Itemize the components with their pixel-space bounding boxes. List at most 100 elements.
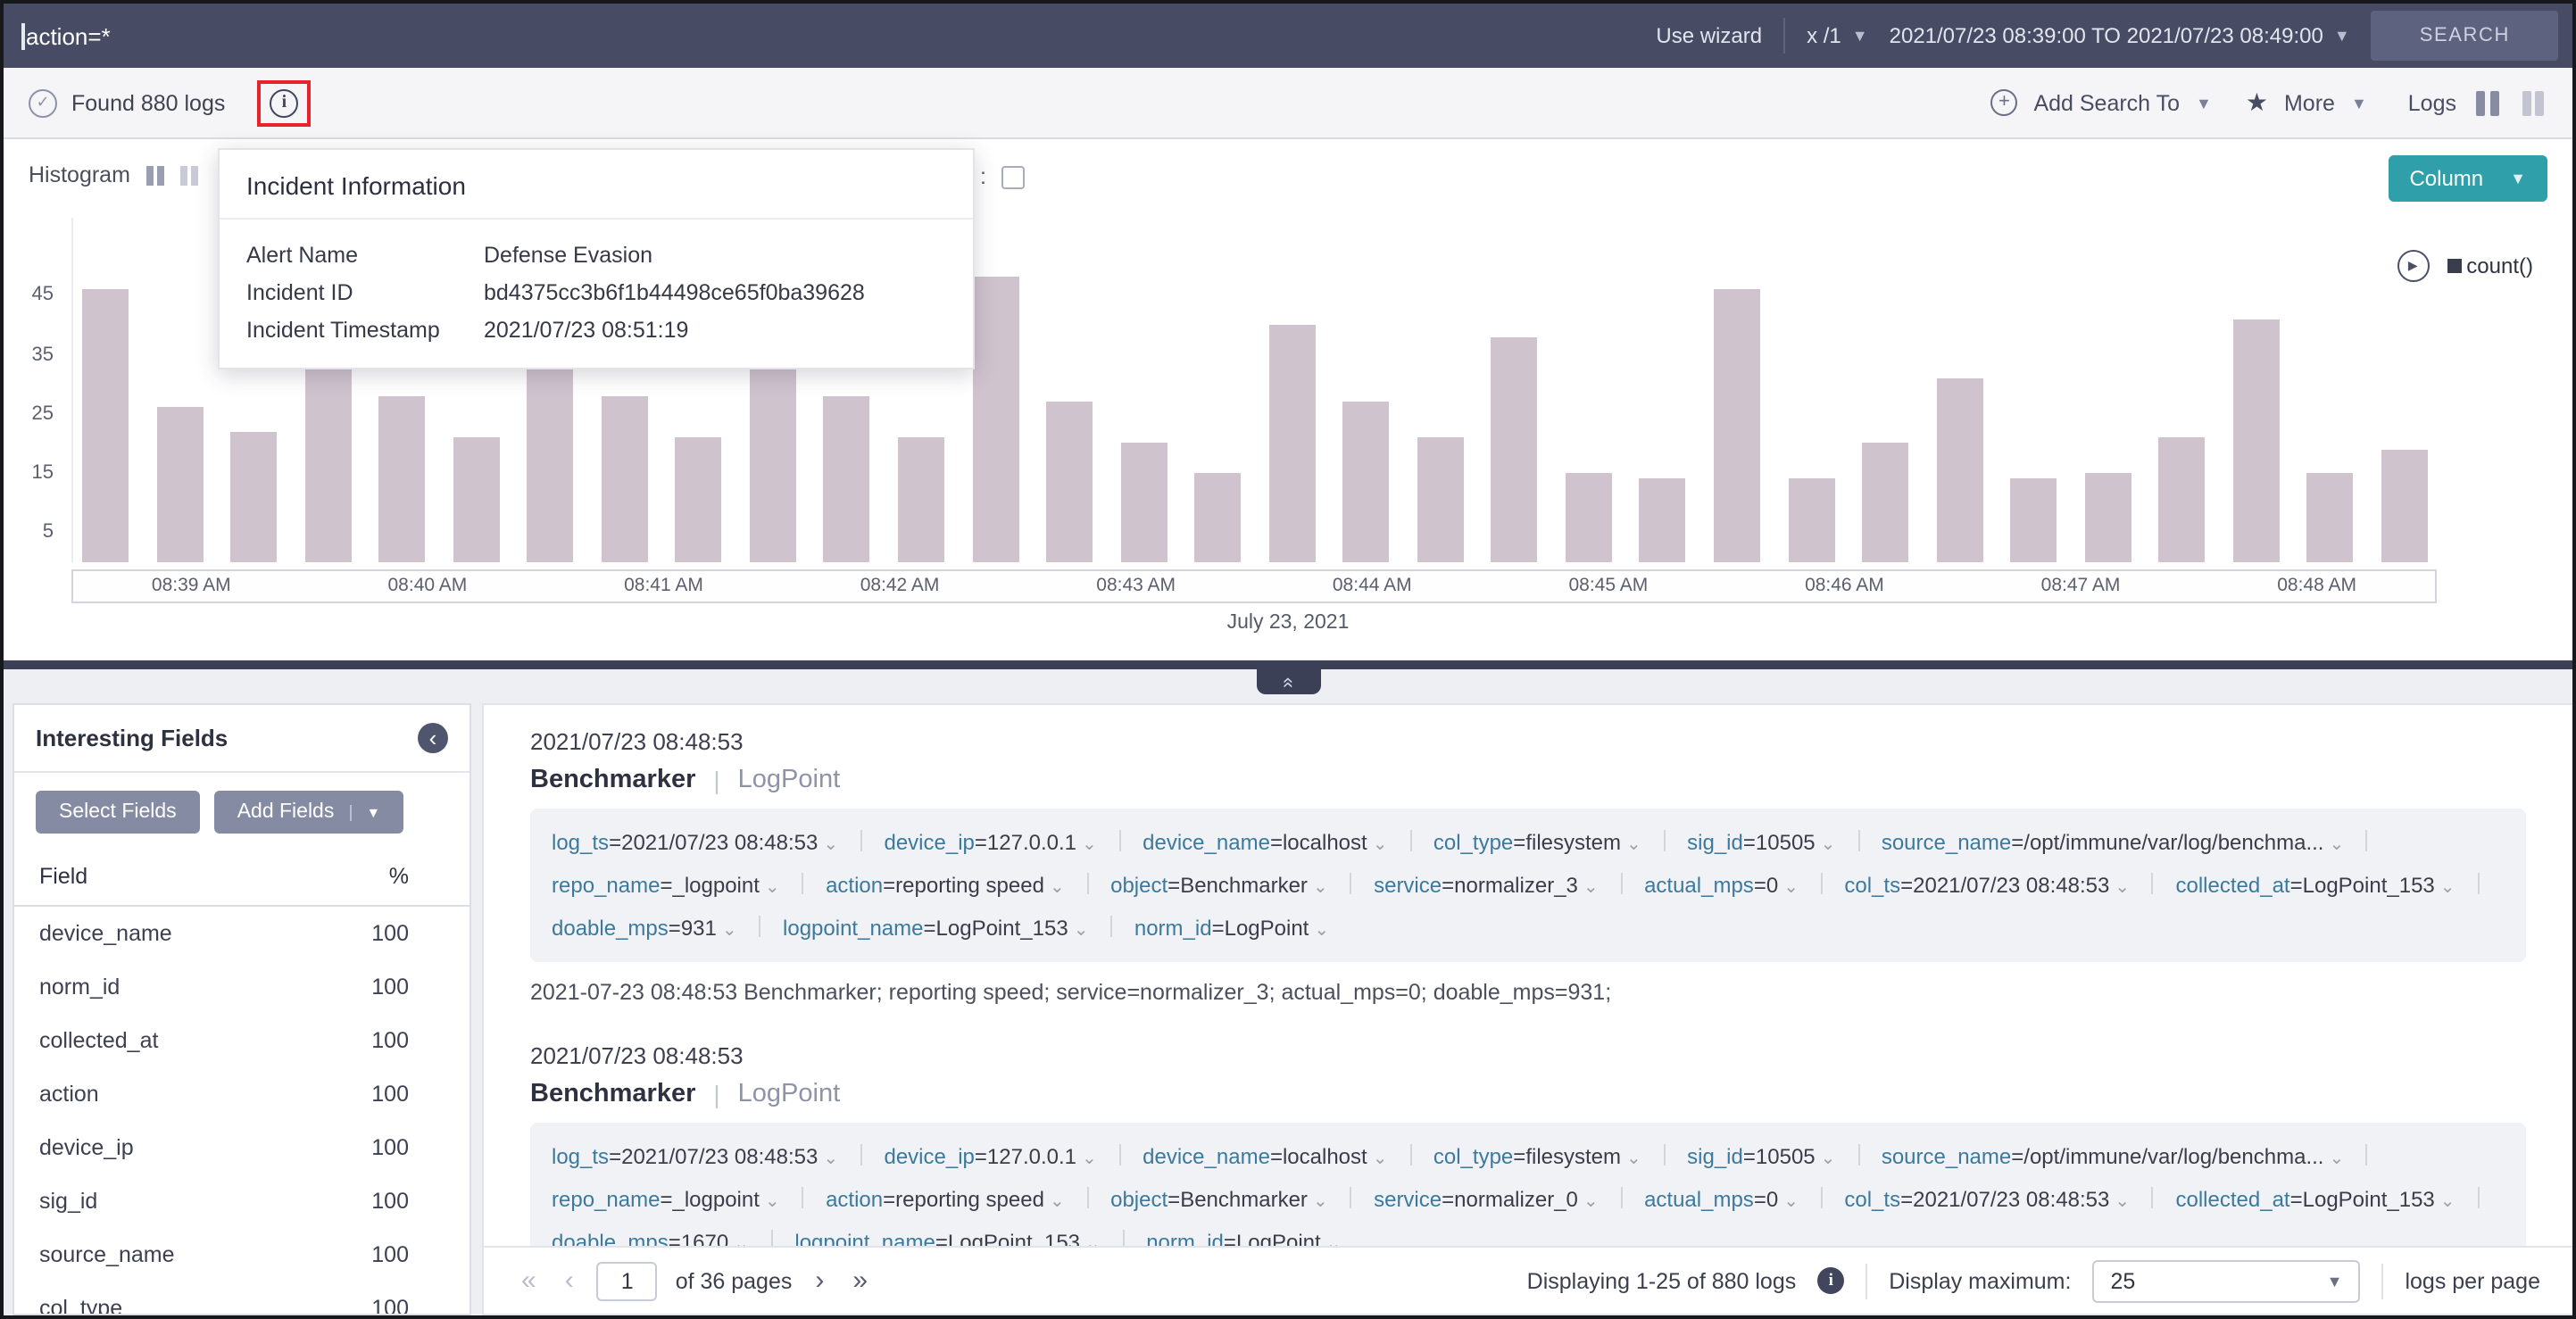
histogram-bar[interactable] <box>601 395 648 562</box>
prev-page-button[interactable]: ‹ <box>560 1267 579 1294</box>
field-tag[interactable]: source_name=/opt/immune/var/log/benchma.… <box>1882 830 2344 855</box>
chevron-down-icon[interactable]: ⌄ <box>1082 835 1097 855</box>
field-key[interactable]: col_ts <box>1844 1187 1901 1212</box>
field-key[interactable]: collected_at <box>2175 1187 2290 1212</box>
field-key[interactable]: source_name <box>1881 1144 2012 1169</box>
histogram-bar[interactable] <box>972 277 1019 562</box>
field-key[interactable]: object <box>1110 873 1168 898</box>
histogram-bar[interactable] <box>1268 324 1316 562</box>
chevron-down-icon[interactable]: ⌄ <box>1820 1149 1836 1169</box>
histogram-bar[interactable] <box>1714 288 1761 562</box>
chevron-down-icon[interactable]: ⌄ <box>1372 835 1388 855</box>
field-tag[interactable]: col_type=filesystem ⌄ <box>1433 1144 1641 1169</box>
field-tag[interactable]: collected_at=LogPoint_153 ⌄ <box>2176 1187 2456 1212</box>
chevron-down-icon[interactable]: ⌄ <box>1314 921 1330 941</box>
x-axis-range-selector[interactable]: 08:39 AM 08:40 AM 08:41 AM 08:42 AM 08:43 AM… <box>71 569 2437 603</box>
field-row[interactable]: device_ip 100 <box>14 1121 469 1174</box>
field-name[interactable]: col_type <box>39 1296 123 1315</box>
histogram-bar[interactable] <box>1639 478 1686 562</box>
field-key[interactable]: col_type <box>1433 1144 1514 1169</box>
field-tag[interactable]: repo_name=_logpoint ⌄ <box>552 1187 780 1212</box>
log-collector[interactable]: LogPoint <box>737 1080 841 1108</box>
log-source[interactable]: Benchmarker <box>530 1080 696 1108</box>
field-tag[interactable]: object=Benchmarker ⌄ <box>1110 1187 1328 1212</box>
table-view-toggle-icon[interactable] <box>2518 87 2547 119</box>
histogram-bar[interactable] <box>823 395 870 562</box>
field-row[interactable]: device_name 100 <box>14 907 469 960</box>
field-value[interactable]: LogPoint_153 <box>947 1230 1081 1246</box>
repeat-dropdown[interactable]: x /1 ▼ <box>1807 23 1868 48</box>
more-dropdown[interactable]: More <box>2283 90 2335 115</box>
chevron-down-icon[interactable]: ⌄ <box>823 835 839 855</box>
chevron-down-icon[interactable]: ⌄ <box>1372 1149 1388 1169</box>
field-key[interactable]: col_type <box>1433 830 1514 855</box>
field-name[interactable]: device_name <box>39 921 172 946</box>
field-value[interactable]: 2021/07/23 08:48:53 <box>621 830 819 855</box>
page-number-input[interactable] <box>596 1261 658 1300</box>
field-tag[interactable]: doable_mps=1670 ⌄ <box>552 1230 749 1246</box>
field-value[interactable]: 2021/07/23 08:48:53 <box>1913 1187 2110 1212</box>
field-key[interactable]: log_ts <box>552 830 610 855</box>
field-value[interactable]: 1670 <box>680 1230 729 1246</box>
field-key[interactable]: actual_mps <box>1644 1187 1754 1212</box>
display-maximum-select[interactable]: 25 ▼ <box>2092 1259 2361 1302</box>
chevron-down-icon[interactable]: ▼ <box>2196 94 2212 112</box>
field-tag[interactable]: logpoint_name=LogPoint_153 ⌄ <box>794 1230 1100 1246</box>
histogram-bar[interactable] <box>1417 437 1464 562</box>
field-row[interactable]: norm_id 100 <box>14 960 469 1014</box>
field-value[interactable]: LogPoint <box>1224 916 1309 941</box>
chevron-down-icon[interactable]: ⌄ <box>1820 835 1836 855</box>
field-key[interactable]: norm_id <box>1134 916 1212 941</box>
search-button[interactable]: SEARCH <box>2371 11 2558 61</box>
field-value[interactable]: 2021/07/23 08:48:53 <box>1913 873 2110 898</box>
field-key[interactable]: repo_name <box>552 1187 661 1212</box>
field-key[interactable]: log_ts <box>552 1144 610 1169</box>
field-name[interactable]: sig_id <box>39 1189 98 1214</box>
field-tag[interactable]: sig_id=10505 ⌄ <box>1687 830 1835 855</box>
log-source[interactable]: Benchmarker <box>530 766 696 794</box>
chevron-down-icon[interactable]: ⌄ <box>2439 1192 2456 1212</box>
histogram-bar[interactable] <box>2084 473 2131 562</box>
chevron-down-icon[interactable]: ⌄ <box>2329 835 2345 855</box>
field-tag[interactable]: device_ip=127.0.0.1 ⌄ <box>884 830 1096 855</box>
field-value[interactable]: Benchmarker <box>1180 873 1308 898</box>
column-view-toggle-icon[interactable] <box>2472 87 2502 119</box>
first-page-button[interactable]: « <box>516 1267 542 1294</box>
field-key[interactable]: col_ts <box>1844 873 1901 898</box>
field-tag[interactable]: service=normalizer_0 ⌄ <box>1374 1187 1599 1212</box>
field-tag[interactable]: action=reporting speed ⌄ <box>826 873 1065 898</box>
incident-info-icon[interactable]: i <box>270 88 299 117</box>
field-name[interactable]: action <box>39 1082 99 1107</box>
histogram-bar[interactable] <box>1862 443 1909 562</box>
last-page-button[interactable]: » <box>847 1267 873 1294</box>
field-value[interactable]: LogPoint_153 <box>2302 1187 2435 1212</box>
field-tag[interactable]: action=reporting speed ⌄ <box>826 1187 1065 1212</box>
field-row[interactable]: action 100 <box>14 1067 469 1121</box>
collapse-sidebar-icon[interactable]: ‹ <box>418 723 448 753</box>
option-checkbox[interactable] <box>1001 165 1026 188</box>
query-input[interactable]: action=* <box>21 4 1634 68</box>
chevron-down-icon[interactable]: ⌄ <box>1085 1235 1101 1246</box>
chevron-down-icon[interactable]: ⌄ <box>1312 1192 1328 1212</box>
field-tag[interactable]: norm_id=LogPoint ⌄ <box>1134 916 1329 941</box>
field-row[interactable]: sig_id 100 <box>14 1174 469 1228</box>
field-row[interactable]: source_name 100 <box>14 1228 469 1282</box>
field-key[interactable]: collected_at <box>2175 873 2290 898</box>
field-value[interactable]: /opt/immune/var/log/benchma... <box>2023 830 2324 855</box>
histogram-bar[interactable] <box>1788 478 1835 562</box>
field-value[interactable]: LogPoint_153 <box>2302 873 2435 898</box>
field-tag[interactable]: logpoint_name=LogPoint_153 ⌄ <box>783 916 1088 941</box>
info-icon[interactable]: i <box>1817 1267 1845 1294</box>
field-value[interactable]: reporting speed <box>895 1187 1044 1212</box>
histogram-bar[interactable] <box>2306 473 2354 562</box>
field-key[interactable]: source_name <box>1881 830 2012 855</box>
field-value[interactable]: Benchmarker <box>1180 1187 1308 1212</box>
field-key[interactable]: doable_mps <box>552 916 669 941</box>
histogram-bar[interactable] <box>378 395 426 562</box>
field-value[interactable]: _logpoint <box>672 1187 760 1212</box>
histogram-bar[interactable] <box>527 348 574 562</box>
field-value[interactable]: 10505 <box>1755 1144 1816 1169</box>
field-name[interactable]: norm_id <box>39 975 120 1000</box>
field-key[interactable]: service <box>1374 1187 1442 1212</box>
field-tag[interactable]: source_name=/opt/immune/var/log/benchma.… <box>1882 1144 2344 1169</box>
